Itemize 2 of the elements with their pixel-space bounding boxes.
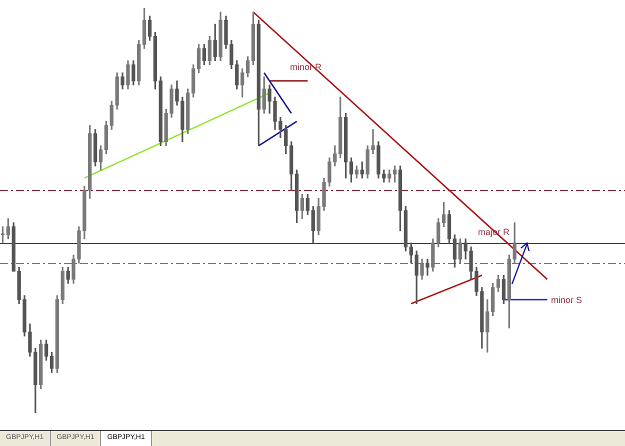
annotation: minor R xyxy=(290,62,322,72)
text: minor S xyxy=(551,294,582,305)
